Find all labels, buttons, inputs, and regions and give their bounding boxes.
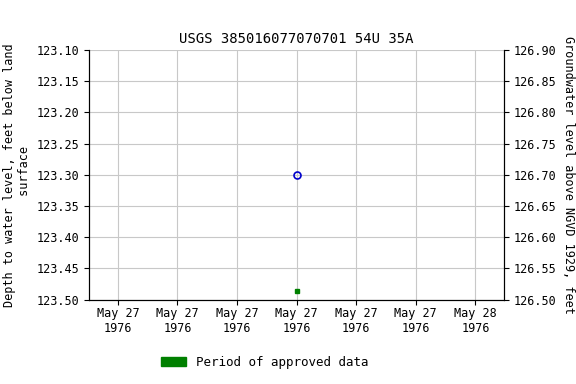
Legend: Period of approved data: Period of approved data — [156, 351, 374, 374]
Y-axis label: Depth to water level, feet below land
 surface: Depth to water level, feet below land su… — [3, 43, 31, 306]
Title: USGS 385016077070701 54U 35A: USGS 385016077070701 54U 35A — [179, 32, 414, 46]
Y-axis label: Groundwater level above NGVD 1929, feet: Groundwater level above NGVD 1929, feet — [562, 36, 575, 314]
